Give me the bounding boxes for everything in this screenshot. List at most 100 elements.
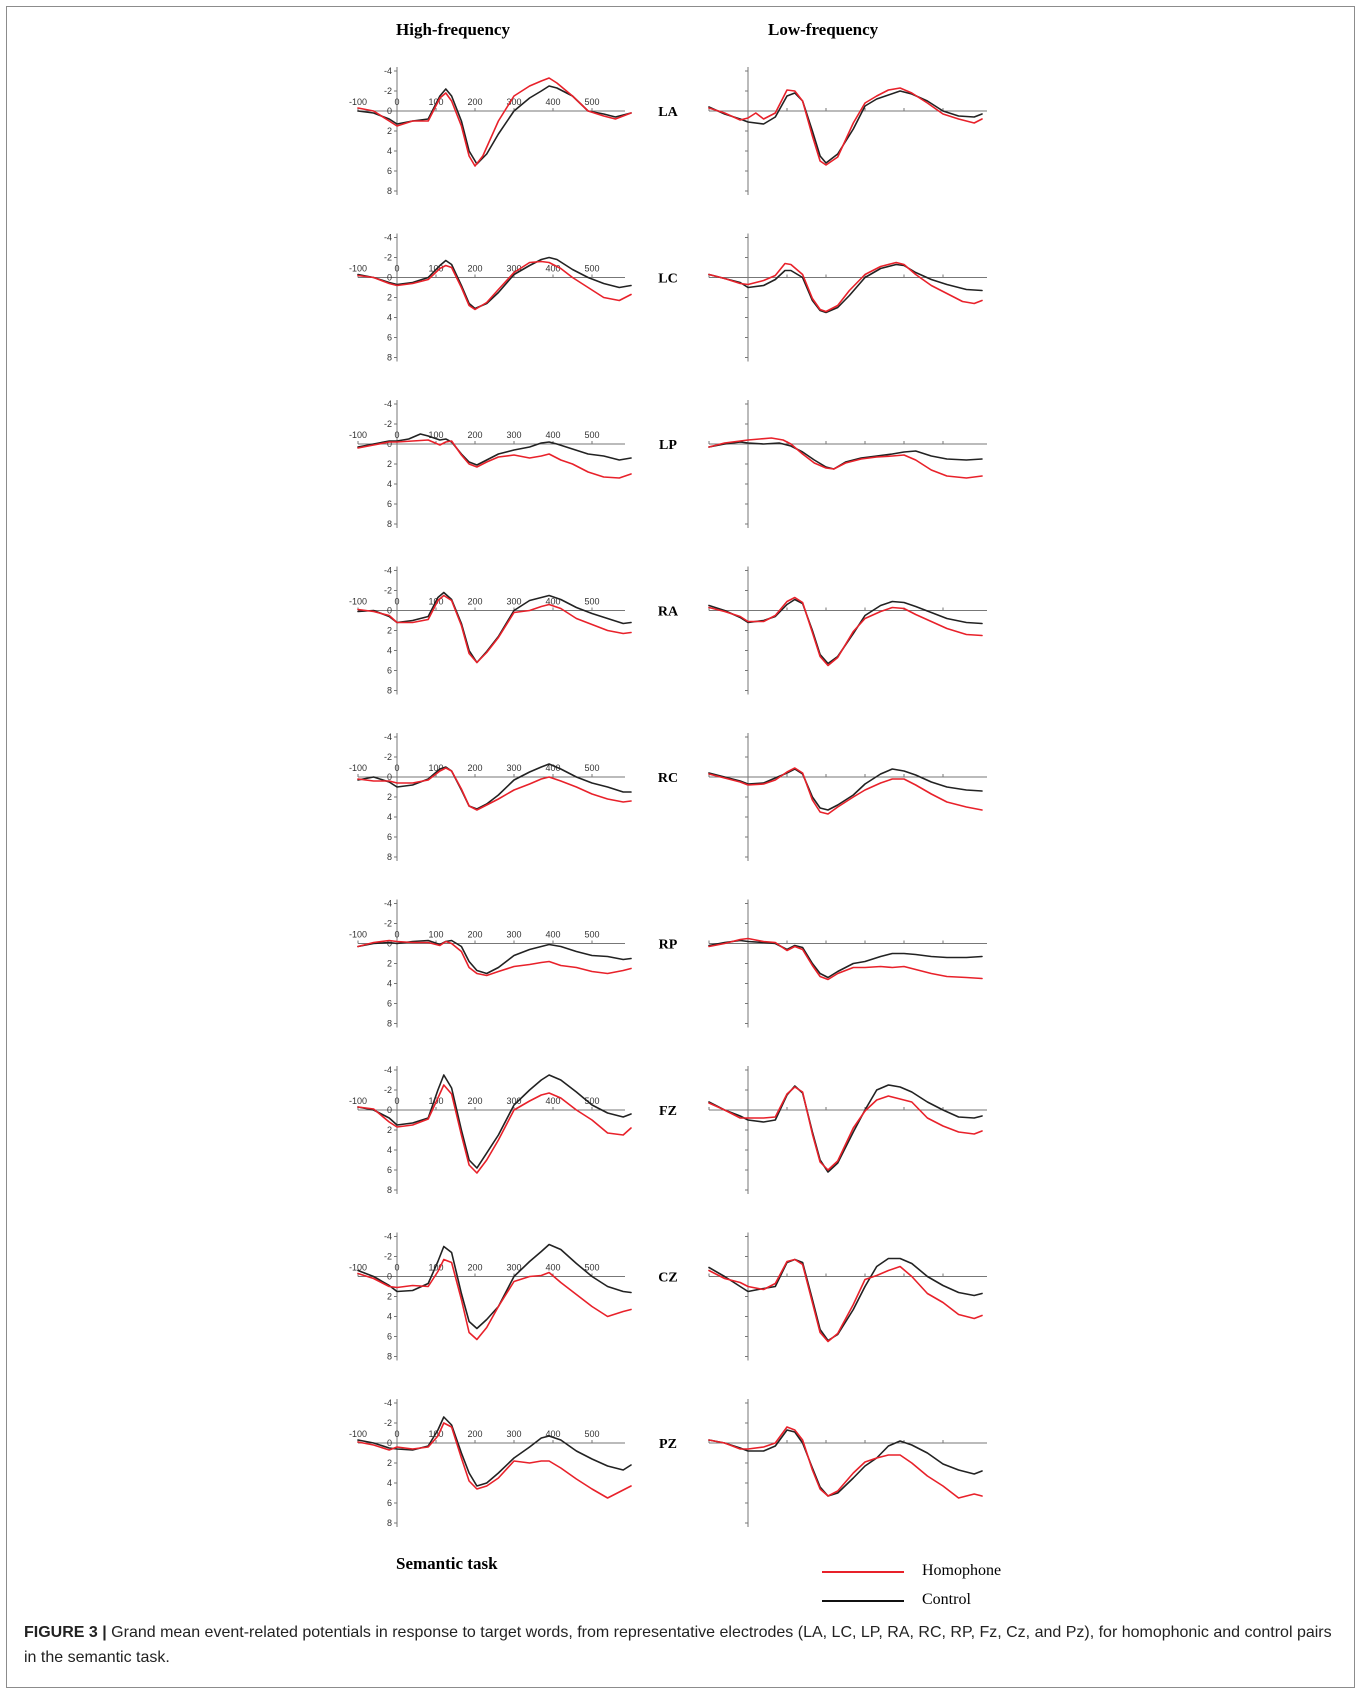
- y-tick-label: 6: [387, 832, 392, 842]
- x-tick-label: 500: [584, 597, 599, 607]
- x-tick-label: 400: [545, 430, 560, 440]
- erp-panel-ra-low: [708, 566, 987, 695]
- series-line-control: [357, 763, 632, 810]
- erp-panel-pz-low: [708, 1399, 987, 1527]
- y-tick-label: -2: [384, 1252, 392, 1262]
- x-tick-label: 500: [584, 1429, 599, 1439]
- series-line-control: [708, 1084, 983, 1173]
- y-tick-label: 0: [387, 1272, 392, 1282]
- y-tick-label: 6: [387, 1498, 392, 1508]
- y-tick-label: 8: [387, 353, 392, 363]
- y-tick-label: 2: [387, 1292, 392, 1302]
- x-tick-label: 0: [394, 597, 399, 607]
- x-tick-label: 100: [428, 763, 443, 773]
- x-tick-label: 500: [584, 763, 599, 773]
- electrode-label-ra: RA: [658, 605, 679, 620]
- x-tick-label: 500: [584, 930, 599, 940]
- y-tick-label: 0: [387, 1438, 392, 1448]
- y-tick-label: 6: [387, 666, 392, 676]
- y-tick-label: -2: [384, 919, 392, 929]
- x-tick-label: 300: [506, 430, 521, 440]
- y-tick-label: 2: [387, 626, 392, 636]
- series-line-homophone: [708, 437, 983, 479]
- x-tick-label: 400: [545, 597, 560, 607]
- legend-label-homophone: Homophone: [922, 1562, 1002, 1579]
- y-tick-label: 0: [387, 439, 392, 449]
- y-tick-label: 0: [387, 1105, 392, 1115]
- x-tick-label: 400: [545, 1429, 560, 1439]
- y-tick-label: 8: [387, 186, 392, 196]
- y-tick-label: 0: [387, 939, 392, 949]
- x-tick-label: -100: [349, 97, 367, 107]
- x-tick-label: -100: [349, 597, 367, 607]
- x-tick-label: 200: [467, 264, 482, 274]
- y-tick-label: 4: [387, 979, 392, 989]
- x-tick-label: 200: [467, 930, 482, 940]
- series-line-homophone: [708, 261, 983, 313]
- y-tick-label: -4: [384, 66, 392, 76]
- task-label: Semantic task: [396, 1554, 498, 1573]
- erp-panel-lc-low: [708, 233, 987, 362]
- x-tick-label: 400: [545, 1096, 560, 1106]
- y-tick-label: 4: [387, 313, 392, 323]
- y-tick-label: 6: [387, 1332, 392, 1342]
- y-tick-label: 2: [387, 459, 392, 469]
- y-tick-label: 6: [387, 333, 392, 343]
- y-tick-label: 6: [387, 499, 392, 509]
- series-line-control: [357, 1243, 632, 1330]
- x-tick-label: 200: [467, 97, 482, 107]
- series-line-homophone: [708, 1258, 983, 1343]
- y-tick-label: 0: [387, 273, 392, 283]
- y-tick-label: -2: [384, 752, 392, 762]
- series-line-homophone: [357, 1084, 632, 1174]
- x-tick-label: 0: [394, 430, 399, 440]
- y-tick-label: -2: [384, 1085, 392, 1095]
- x-tick-label: 300: [506, 1096, 521, 1106]
- y-tick-label: 8: [387, 1185, 392, 1195]
- y-tick-label: -2: [384, 86, 392, 96]
- y-tick-label: -2: [384, 419, 392, 429]
- figure-caption: FIGURE 3 | Grand mean event-related pote…: [24, 1620, 1334, 1670]
- caption-label: FIGURE 3 |: [24, 1624, 107, 1641]
- series-line-homophone: [357, 1422, 632, 1499]
- y-tick-label: 4: [387, 1478, 392, 1488]
- series-line-homophone: [357, 594, 632, 664]
- y-tick-label: -4: [384, 899, 392, 909]
- x-tick-label: 200: [467, 1263, 482, 1273]
- x-tick-label: 500: [584, 1263, 599, 1273]
- x-tick-label: 0: [394, 1096, 399, 1106]
- series-line-homophone: [708, 937, 983, 981]
- series-line-control: [708, 90, 983, 164]
- y-tick-label: 4: [387, 1145, 392, 1155]
- erp-panel-la-low: [708, 67, 987, 195]
- x-tick-label: 0: [394, 1263, 399, 1273]
- x-tick-label: 400: [545, 763, 560, 773]
- x-tick-label: 500: [584, 1096, 599, 1106]
- y-tick-label: 8: [387, 686, 392, 696]
- x-tick-label: 100: [428, 930, 443, 940]
- y-tick-label: 6: [387, 166, 392, 176]
- legend-swatch-control: [822, 1600, 904, 1602]
- series-line-homophone: [357, 439, 632, 479]
- erp-panel-lp-low: [708, 400, 987, 528]
- y-tick-label: -4: [384, 399, 392, 409]
- y-tick-label: 2: [387, 959, 392, 969]
- series-line-homophone: [357, 767, 632, 811]
- series-line-control: [357, 1074, 632, 1169]
- x-tick-label: 200: [467, 1429, 482, 1439]
- electrode-label-la: LA: [658, 105, 678, 120]
- x-tick-label: 0: [394, 1429, 399, 1439]
- x-tick-label: 0: [394, 763, 399, 773]
- x-tick-label: 0: [394, 264, 399, 274]
